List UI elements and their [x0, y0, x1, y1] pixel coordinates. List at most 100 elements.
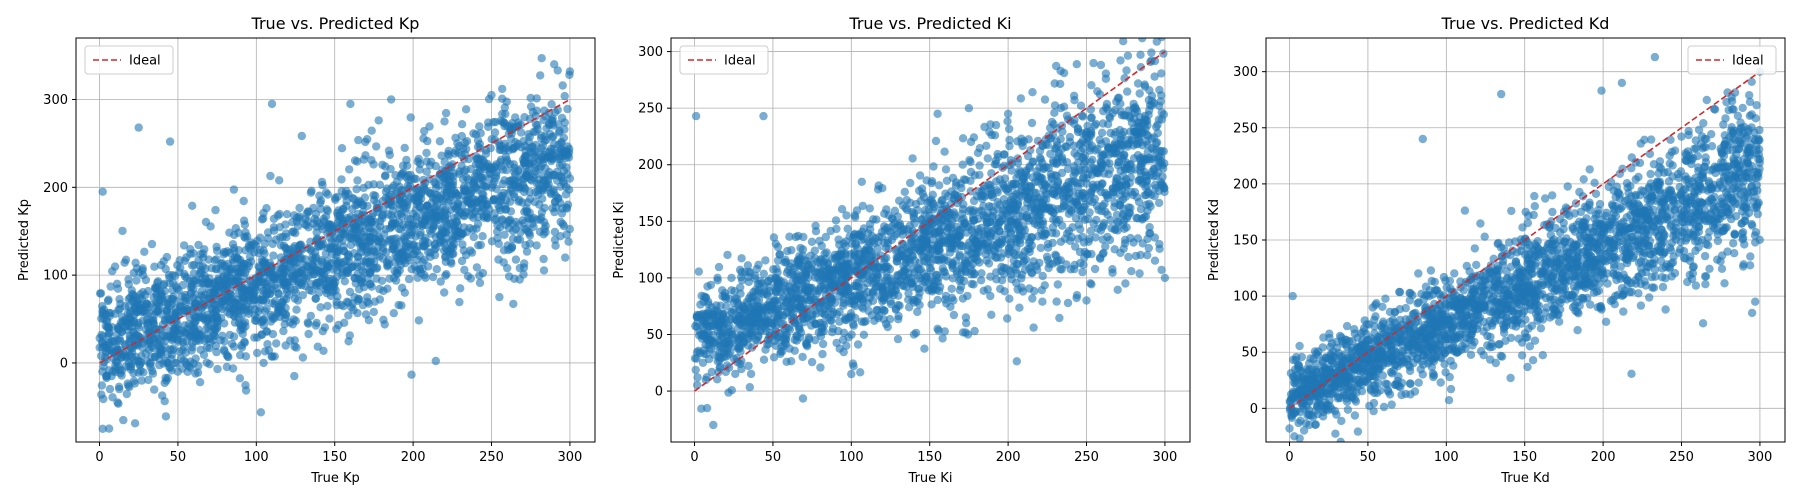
data-point — [196, 345, 205, 354]
data-point — [535, 156, 544, 165]
data-point — [1040, 281, 1050, 290]
data-point — [97, 390, 106, 399]
data-point — [781, 255, 790, 264]
data-point — [272, 339, 281, 348]
data-point — [1041, 180, 1050, 189]
data-point — [495, 292, 504, 302]
data-point — [413, 186, 422, 195]
data-point — [384, 146, 394, 155]
data-point — [864, 306, 873, 316]
data-point — [525, 239, 535, 248]
data-point — [822, 248, 831, 257]
data-point — [546, 144, 556, 154]
data-point — [989, 246, 999, 256]
data-point — [558, 81, 567, 90]
data-point — [759, 269, 768, 278]
data-point — [714, 353, 723, 362]
data-point — [1017, 134, 1026, 143]
data-point — [772, 275, 781, 285]
data-point — [1027, 118, 1037, 128]
data-point — [798, 352, 807, 362]
data-point — [252, 316, 261, 325]
data-point — [983, 154, 992, 163]
data-point — [102, 373, 111, 383]
data-point — [958, 205, 968, 214]
data-point — [406, 113, 415, 122]
data-point — [938, 334, 947, 343]
data-point — [297, 131, 306, 141]
data-point — [496, 145, 506, 154]
data-point — [431, 194, 440, 204]
data-point — [230, 230, 239, 240]
data-point — [288, 227, 297, 237]
data-point — [1123, 51, 1133, 60]
data-point — [199, 293, 208, 302]
data-point — [441, 178, 450, 187]
data-point — [353, 270, 362, 279]
data-point — [508, 219, 517, 229]
data-point — [270, 313, 279, 322]
data-point — [431, 356, 440, 366]
data-point — [253, 348, 262, 358]
data-point — [441, 205, 450, 214]
data-point — [1108, 144, 1118, 154]
data-point — [475, 122, 484, 131]
data-point — [238, 290, 247, 299]
data-point — [751, 271, 760, 280]
data-point — [155, 360, 164, 370]
data-point — [312, 228, 321, 237]
data-point — [457, 131, 466, 141]
data-point — [346, 263, 356, 272]
data-point — [821, 254, 830, 264]
data-point — [694, 267, 703, 276]
data-point — [236, 284, 246, 293]
data-point — [98, 187, 107, 196]
data-point — [922, 238, 931, 247]
data-point — [857, 302, 866, 311]
data-point — [288, 257, 298, 266]
data-point — [526, 93, 535, 103]
data-point — [367, 282, 376, 291]
data-point — [1087, 141, 1097, 151]
data-point — [708, 330, 718, 340]
data-point — [1032, 167, 1041, 176]
data-point — [1097, 179, 1107, 189]
data-point — [174, 337, 183, 346]
data-point — [553, 120, 563, 129]
data-point — [1135, 175, 1144, 184]
data-point — [256, 233, 265, 242]
data-point — [739, 338, 748, 347]
data-point — [412, 193, 422, 202]
data-point — [511, 255, 521, 264]
data-point — [389, 309, 398, 318]
data-point — [737, 276, 747, 285]
data-point — [153, 306, 162, 316]
data-point — [958, 134, 968, 143]
data-point — [385, 224, 395, 233]
data-point — [1097, 128, 1107, 137]
data-point — [1086, 279, 1095, 288]
data-point — [115, 334, 124, 343]
data-point — [543, 152, 552, 161]
data-point — [525, 231, 535, 240]
data-point — [249, 289, 259, 298]
data-point — [380, 320, 389, 329]
data-point — [842, 211, 851, 220]
data-point — [540, 218, 549, 227]
data-point — [214, 274, 223, 283]
data-point — [369, 307, 378, 317]
data-point — [420, 271, 429, 280]
data-point — [247, 238, 256, 247]
data-point — [959, 276, 969, 286]
data-point — [358, 300, 368, 310]
data-point — [420, 214, 429, 223]
data-point — [1006, 156, 1015, 165]
data-point — [411, 232, 420, 241]
data-point — [357, 276, 366, 285]
data-point — [1133, 79, 1143, 88]
data-point — [564, 237, 573, 246]
data-point — [143, 321, 152, 330]
data-point — [1082, 174, 1091, 183]
data-point — [293, 222, 303, 231]
data-point — [1013, 158, 1023, 168]
